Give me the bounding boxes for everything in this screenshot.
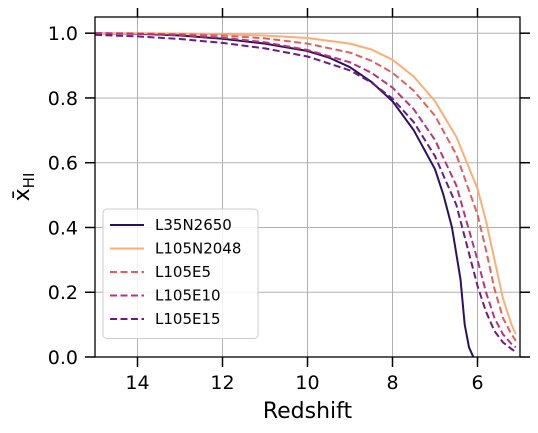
legend-label: L35N2650 — [155, 216, 232, 234]
y-tick-label: 1.0 — [48, 23, 78, 45]
series-line-l105e15 — [94, 33, 517, 353]
series-line-l105n2048 — [95, 32, 517, 335]
series-line-l105e10 — [94, 32, 517, 349]
tick-labels: 14 12 10 8 6 0.0 0.2 0.4 0.6 0.8 1.0 — [48, 23, 484, 394]
y-tick-label: 0.0 — [48, 347, 78, 369]
series-line-l105e5 — [94, 32, 517, 342]
ticks — [85, 8, 530, 367]
x-tick-label: 8 — [386, 372, 398, 394]
x-axis-label: Redshift — [263, 399, 353, 424]
x-tick-label: 14 — [125, 372, 149, 394]
x-tick-label: 6 — [471, 372, 483, 394]
y-axis-label: x̄HI — [10, 173, 38, 202]
y-tick-label: 0.2 — [48, 282, 78, 304]
legend-label: L105E5 — [155, 263, 211, 281]
y-axis-label-sub: HI — [20, 173, 38, 189]
plot-lines — [94, 32, 517, 358]
y-tick-label: 0.6 — [48, 153, 78, 175]
legend-label: L105N2048 — [155, 240, 241, 258]
y-axis-label-main: x̄ — [10, 188, 35, 201]
legend-label: L105E10 — [155, 287, 221, 305]
x-tick-label: 10 — [295, 372, 319, 394]
legend-box — [102, 208, 259, 339]
y-tick-label: 0.4 — [48, 217, 78, 239]
legend: L35N2650 L105N2048 L105E5 L105E10 L105E15 — [102, 208, 259, 339]
y-tick-label: 0.8 — [48, 88, 78, 110]
legend-label: L105E15 — [155, 310, 221, 328]
x-tick-label: 12 — [210, 372, 234, 394]
